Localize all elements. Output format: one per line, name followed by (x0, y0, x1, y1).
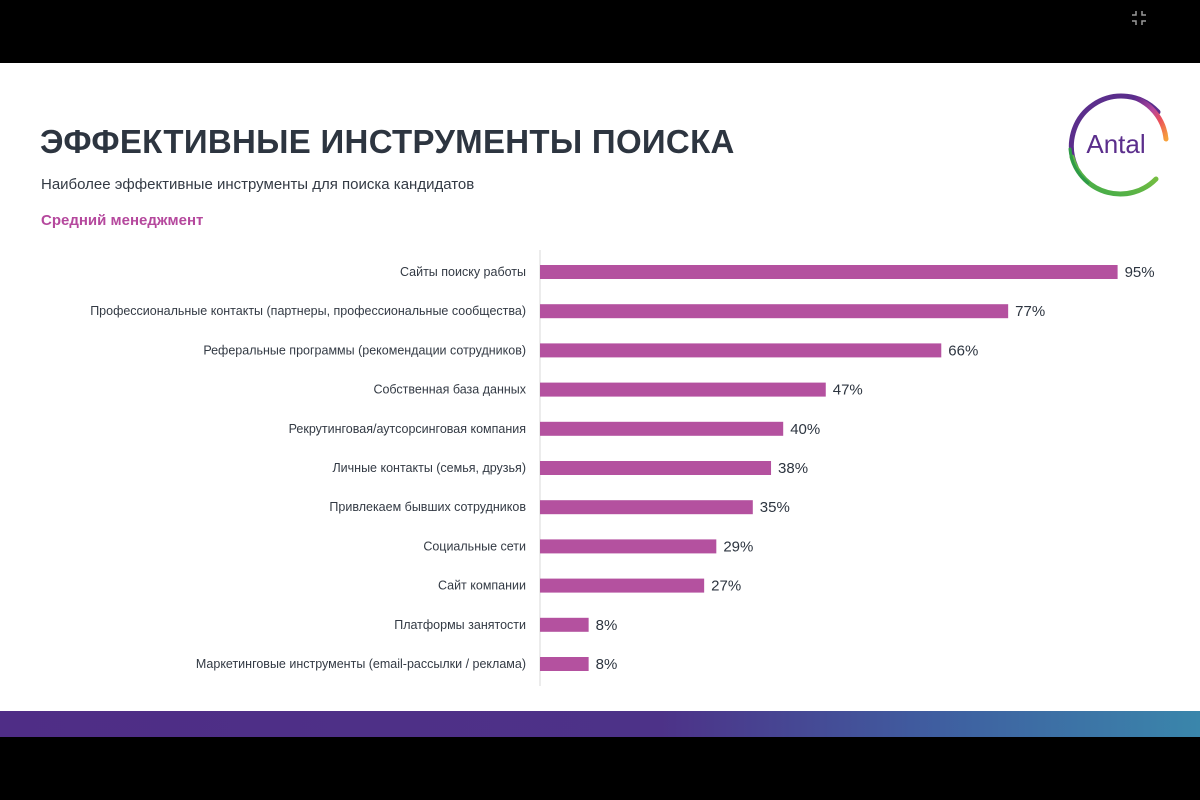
data-label: 66% (948, 342, 978, 359)
bar (540, 421, 784, 436)
logo-text: Antal (1086, 129, 1145, 159)
footer-gradient-band (0, 711, 1200, 737)
bar (540, 265, 1118, 279)
bar (540, 617, 589, 632)
data-label: 77% (1015, 303, 1045, 320)
data-label: 8% (596, 656, 618, 673)
bar (540, 304, 1009, 319)
top-bar (0, 0, 1200, 63)
data-label: 27% (711, 578, 741, 595)
bottom-bar (0, 737, 1200, 800)
slide-subtitle: Наиболее эффективные инструменты для пои… (41, 176, 475, 193)
category-label: Платформы занятости (394, 618, 526, 632)
data-label: 47% (833, 382, 863, 399)
data-label: 40% (790, 421, 820, 438)
category-label: Сайт компании (438, 579, 526, 593)
data-label: 8% (596, 617, 618, 634)
bar (540, 657, 589, 671)
bar (540, 539, 717, 554)
bar (540, 578, 705, 593)
bar (540, 461, 772, 475)
bar-chart: Сайты поиску работы 95% Профессиональные к… (90, 250, 1155, 686)
category-label: Сайты поиску работы (400, 265, 526, 279)
category-label: Привлекаем бывших сотрудников (329, 500, 526, 514)
category-label: Социальные сети (423, 539, 526, 553)
antal-logo: Antal (1064, 93, 1169, 197)
data-label: 35% (760, 499, 790, 516)
data-label: 29% (723, 538, 753, 555)
section-label: Средний менеджмент (41, 212, 204, 229)
data-label: 38% (778, 460, 808, 477)
exit-fullscreen-icon[interactable] (1131, 10, 1147, 26)
bar (540, 500, 753, 515)
category-label: Реферальные программы (рекомендации сотр… (203, 343, 526, 357)
category-label: Личные контакты (семья, друзья) (332, 461, 526, 475)
category-label: Рекрутинговая/аутсорсинговая компания (289, 422, 526, 436)
slide: ЭФФЕКТИВНЫЕ ИНСТРУМЕНТЫ ПОИСКА Наиболее … (0, 63, 1200, 711)
slide-title: ЭФФЕКТИВНЫЕ ИНСТРУМЕНТЫ ПОИСКА (40, 123, 735, 160)
data-label: 95% (1125, 264, 1155, 281)
category-label: Профессиональные контакты (партнеры, про… (90, 304, 526, 318)
category-label: Маркетинговые инструменты (email-рассылк… (196, 657, 526, 671)
category-label: Собственная база данных (373, 383, 526, 397)
bar (540, 382, 826, 397)
bar (540, 343, 942, 358)
